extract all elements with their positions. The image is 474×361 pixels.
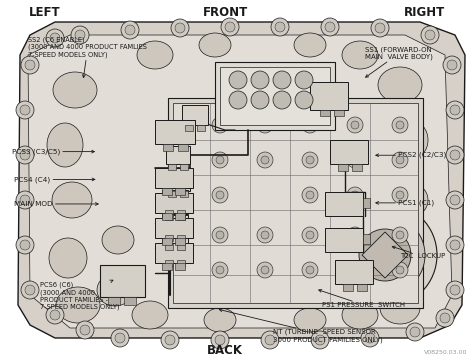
- Ellipse shape: [446, 191, 464, 209]
- Ellipse shape: [56, 287, 100, 323]
- Text: SS2 (C6 ENABLE)
(3000 AND 4000 PRODUCT FAMLIES
7-SPEED MODELS ONLY): SS2 (C6 ENABLE) (3000 AND 4000 PRODUCT F…: [28, 36, 147, 78]
- Ellipse shape: [261, 121, 269, 129]
- Ellipse shape: [216, 156, 224, 164]
- Text: PCS6 (C6)
(3000 AND 4000
PRODUCT FAMILIES -
7-SPEED MODELS ONLY): PCS6 (C6) (3000 AND 4000 PRODUCT FAMILIE…: [40, 280, 120, 310]
- Text: PCS2 (C2/C3): PCS2 (C2/C3): [376, 152, 447, 158]
- Ellipse shape: [294, 308, 326, 332]
- Ellipse shape: [275, 22, 285, 32]
- Ellipse shape: [16, 236, 34, 254]
- Ellipse shape: [215, 335, 225, 345]
- Ellipse shape: [351, 156, 359, 164]
- Ellipse shape: [388, 182, 428, 218]
- Bar: [168, 98, 423, 308]
- Ellipse shape: [25, 285, 35, 295]
- Ellipse shape: [359, 229, 411, 281]
- Ellipse shape: [347, 152, 363, 168]
- Text: V08250.03.00: V08250.03.00: [423, 349, 467, 355]
- Bar: [173, 103, 418, 303]
- Ellipse shape: [261, 156, 269, 164]
- Bar: [325, 228, 363, 252]
- Bar: [334, 110, 344, 116]
- Bar: [165, 210, 173, 216]
- Bar: [175, 213, 185, 220]
- Ellipse shape: [261, 331, 279, 349]
- Ellipse shape: [406, 323, 424, 341]
- Ellipse shape: [47, 123, 83, 167]
- Ellipse shape: [333, 203, 437, 307]
- Ellipse shape: [325, 22, 335, 32]
- Ellipse shape: [302, 262, 318, 278]
- Ellipse shape: [204, 308, 236, 332]
- Ellipse shape: [378, 67, 422, 103]
- Ellipse shape: [346, 286, 378, 314]
- Ellipse shape: [306, 156, 314, 164]
- Ellipse shape: [347, 187, 363, 203]
- Ellipse shape: [394, 238, 430, 278]
- Ellipse shape: [392, 117, 408, 133]
- Ellipse shape: [396, 156, 404, 164]
- Bar: [343, 284, 353, 291]
- Bar: [155, 120, 195, 144]
- Ellipse shape: [16, 146, 34, 164]
- Bar: [357, 284, 367, 291]
- Bar: [162, 188, 172, 195]
- Bar: [162, 226, 188, 244]
- Ellipse shape: [20, 105, 30, 115]
- Ellipse shape: [443, 56, 461, 74]
- Ellipse shape: [342, 301, 378, 329]
- Bar: [177, 260, 185, 266]
- Polygon shape: [18, 22, 465, 338]
- Ellipse shape: [97, 274, 133, 306]
- Ellipse shape: [396, 121, 404, 129]
- Ellipse shape: [212, 117, 228, 133]
- Bar: [163, 144, 173, 151]
- Bar: [310, 82, 348, 110]
- Ellipse shape: [46, 29, 64, 47]
- Ellipse shape: [102, 226, 134, 254]
- Ellipse shape: [199, 33, 231, 57]
- Bar: [162, 190, 188, 210]
- Bar: [162, 196, 188, 214]
- Ellipse shape: [273, 91, 291, 109]
- Ellipse shape: [261, 266, 269, 274]
- Bar: [177, 244, 185, 250]
- Bar: [177, 210, 185, 216]
- Bar: [162, 240, 188, 260]
- Bar: [215, 62, 335, 130]
- Ellipse shape: [16, 191, 34, 209]
- Bar: [155, 243, 193, 263]
- Text: BACK: BACK: [207, 344, 243, 357]
- Ellipse shape: [20, 150, 30, 160]
- Ellipse shape: [446, 236, 464, 254]
- Bar: [180, 164, 188, 170]
- Ellipse shape: [396, 231, 404, 239]
- Bar: [162, 263, 172, 270]
- Ellipse shape: [271, 18, 289, 36]
- Ellipse shape: [46, 306, 64, 324]
- Bar: [155, 218, 193, 238]
- Ellipse shape: [347, 117, 363, 133]
- Ellipse shape: [436, 309, 454, 327]
- Ellipse shape: [345, 215, 425, 295]
- Ellipse shape: [306, 231, 314, 239]
- Text: SS1 (FORWARD-ON
MAIN  VALVE BODY): SS1 (FORWARD-ON MAIN VALVE BODY): [365, 47, 433, 77]
- Ellipse shape: [392, 187, 408, 203]
- Ellipse shape: [212, 187, 228, 203]
- Ellipse shape: [375, 23, 385, 33]
- Bar: [197, 125, 205, 131]
- Ellipse shape: [21, 281, 39, 299]
- Ellipse shape: [302, 152, 318, 168]
- Ellipse shape: [257, 227, 273, 243]
- Ellipse shape: [392, 227, 408, 243]
- Ellipse shape: [392, 152, 408, 168]
- Text: PS1 PRESSURE  SWITCH: PS1 PRESSURE SWITCH: [319, 290, 405, 308]
- Ellipse shape: [450, 105, 460, 115]
- Ellipse shape: [251, 91, 269, 109]
- Bar: [108, 297, 120, 305]
- Ellipse shape: [212, 262, 228, 278]
- Text: PCS4 (C4): PCS4 (C4): [14, 176, 95, 183]
- Ellipse shape: [371, 19, 389, 37]
- Ellipse shape: [447, 60, 457, 70]
- Ellipse shape: [273, 71, 291, 89]
- Ellipse shape: [351, 231, 359, 239]
